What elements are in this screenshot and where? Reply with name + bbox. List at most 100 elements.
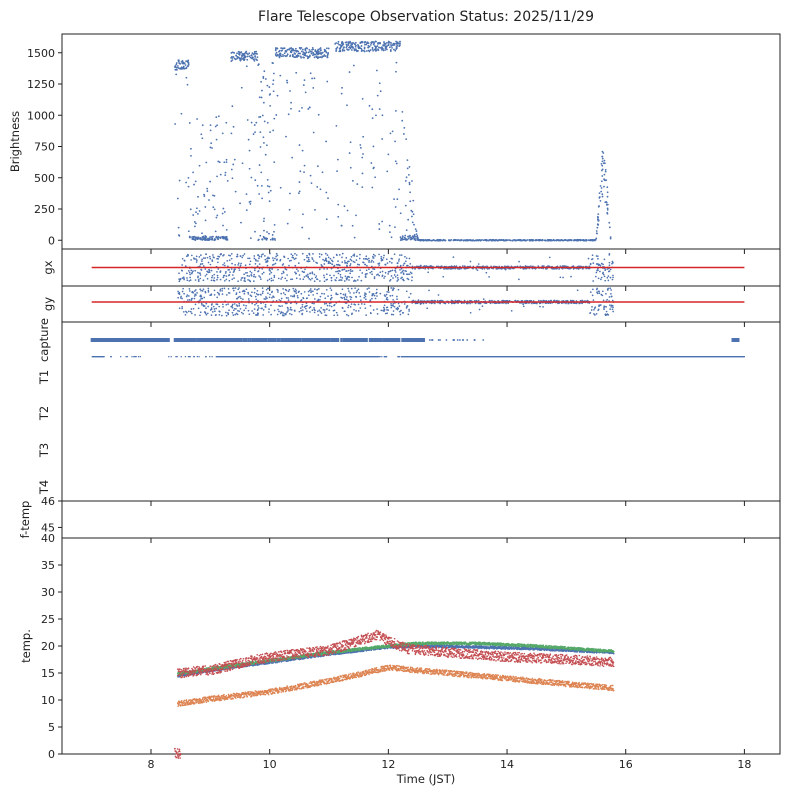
gx-point bbox=[233, 277, 235, 279]
brightness-point bbox=[389, 41, 391, 44]
gy-point bbox=[215, 307, 217, 310]
brightness-point bbox=[301, 48, 304, 51]
brightness-point bbox=[604, 168, 607, 171]
brightness-point bbox=[396, 45, 399, 47]
gx-point bbox=[200, 254, 202, 256]
gy-point bbox=[349, 298, 352, 301]
brightness-point bbox=[383, 42, 386, 45]
brightness-point bbox=[371, 48, 374, 51]
brightness-point bbox=[207, 239, 210, 242]
brightness-point bbox=[334, 42, 337, 45]
brightness-point bbox=[218, 161, 221, 164]
brightness-point bbox=[471, 239, 474, 242]
gx-point bbox=[327, 256, 330, 259]
gx-point bbox=[178, 280, 181, 283]
gy-point bbox=[270, 304, 272, 307]
brightness-point bbox=[428, 239, 431, 242]
brightness-point bbox=[249, 237, 252, 240]
brightness-point bbox=[544, 239, 547, 242]
brightness-point bbox=[255, 121, 258, 124]
gy-point bbox=[255, 314, 258, 316]
gy-point bbox=[300, 309, 302, 312]
gx-point bbox=[190, 272, 193, 275]
brightness-point bbox=[303, 56, 305, 59]
gy-point bbox=[369, 305, 372, 307]
brightness-point bbox=[233, 57, 236, 60]
brightness-point bbox=[319, 49, 322, 52]
gy-point bbox=[308, 289, 311, 292]
brightness-point bbox=[398, 45, 401, 47]
brightness-point bbox=[263, 142, 265, 144]
gx-point bbox=[198, 256, 201, 258]
brightness-point bbox=[251, 52, 254, 55]
brightness-point bbox=[222, 224, 224, 227]
gy-point bbox=[233, 303, 236, 305]
gx-point bbox=[396, 274, 399, 277]
gx-point bbox=[309, 278, 312, 281]
gx-point bbox=[246, 271, 248, 274]
gx-point bbox=[273, 276, 276, 279]
gy-point bbox=[292, 287, 295, 290]
gx-point bbox=[390, 261, 393, 264]
gy-point bbox=[237, 309, 239, 312]
gy-point bbox=[177, 290, 179, 293]
brightness-point bbox=[289, 47, 292, 50]
brightness-point bbox=[263, 229, 265, 232]
brightness-point bbox=[225, 121, 228, 124]
gx-point bbox=[274, 262, 277, 265]
brightness-point bbox=[210, 142, 213, 145]
brightness-point bbox=[341, 48, 344, 51]
brightness-point bbox=[354, 41, 357, 44]
gx-point bbox=[373, 277, 376, 280]
brightness-point bbox=[279, 186, 282, 189]
brightness-point bbox=[213, 194, 216, 197]
brightness-point bbox=[210, 238, 213, 241]
gy-point bbox=[182, 287, 184, 290]
gy-point bbox=[393, 305, 396, 308]
brightness-point bbox=[194, 239, 197, 242]
brightness-point bbox=[358, 47, 361, 50]
brightness-point bbox=[394, 226, 396, 229]
brightness-point bbox=[319, 52, 322, 55]
gy-point bbox=[597, 308, 600, 311]
gy-point bbox=[193, 297, 196, 300]
gx-point bbox=[597, 267, 599, 270]
gy-point bbox=[190, 299, 193, 302]
gx-point bbox=[338, 254, 341, 256]
brightness-point bbox=[288, 208, 291, 211]
brightness-point bbox=[396, 198, 399, 201]
brightness-point bbox=[408, 173, 410, 176]
gy-point bbox=[329, 287, 332, 290]
brightness-point bbox=[367, 44, 370, 47]
gx-point bbox=[283, 255, 285, 258]
gy-point bbox=[247, 298, 250, 300]
brightness-point bbox=[601, 193, 604, 196]
gx-point bbox=[190, 269, 193, 272]
gy-point bbox=[417, 299, 420, 301]
brightness-point bbox=[272, 79, 275, 82]
brightness-point bbox=[348, 152, 351, 154]
brightness-point bbox=[606, 195, 609, 198]
brightness-point bbox=[258, 96, 261, 99]
gy-point bbox=[316, 310, 319, 313]
gx-point bbox=[198, 272, 201, 275]
brightness-point bbox=[549, 239, 551, 241]
brightness-point bbox=[205, 238, 208, 241]
gx-point bbox=[406, 264, 409, 267]
gx-point bbox=[394, 275, 397, 278]
gy-point bbox=[310, 290, 313, 292]
gx-point bbox=[207, 261, 210, 264]
gy-point bbox=[330, 289, 333, 291]
brightness-point bbox=[246, 58, 249, 61]
brightness-point bbox=[290, 49, 293, 52]
gy-point bbox=[181, 297, 183, 300]
brightness-point bbox=[569, 239, 572, 241]
t1-mark bbox=[385, 356, 388, 358]
gy-point bbox=[242, 304, 245, 306]
brightness-point bbox=[289, 90, 291, 92]
brightness-point bbox=[309, 50, 311, 53]
gy-point bbox=[349, 295, 352, 298]
brightness-point bbox=[195, 211, 197, 214]
gy-point bbox=[364, 307, 367, 310]
brightness-point bbox=[356, 183, 359, 185]
